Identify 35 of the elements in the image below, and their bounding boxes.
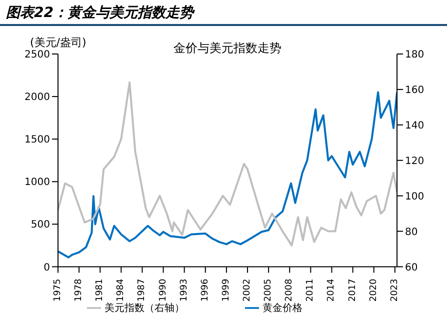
x-tick-label: 2008 xyxy=(284,278,295,302)
legend-label: 黄金价格 xyxy=(262,302,302,314)
x-tick-label: 2005 xyxy=(264,278,274,302)
chart-subtitle: 金价与美元指数走势 xyxy=(174,41,282,55)
x-tick-label: 1999 xyxy=(221,278,232,302)
x-tick-label: 1990 xyxy=(158,278,168,302)
y-tick-label: 500 xyxy=(30,220,50,231)
x-tick-label: 1996 xyxy=(200,278,210,302)
legend-label: 美元指数（右轴） xyxy=(104,302,184,314)
y2-tick-label: 60 xyxy=(405,262,418,274)
y2-tick-label: 120 xyxy=(405,156,424,167)
y-tick-label: 0 xyxy=(44,262,50,274)
x-tick-label: 1993 xyxy=(179,278,190,302)
chart-title: 图表22：黄金与美元指数走势 xyxy=(6,4,194,22)
y-tick-label: 1000 xyxy=(24,177,50,188)
y-tick-label: 2500 xyxy=(24,50,50,61)
x-tick-label: 2017 xyxy=(348,278,358,302)
x-tick-label: 1981 xyxy=(95,278,106,302)
y2-tick-label: 140 xyxy=(405,120,424,132)
x-tick-label: 1984 xyxy=(116,278,126,302)
x-tick-label: 1987 xyxy=(137,278,148,302)
x-tick-label: 2020 xyxy=(368,278,379,302)
x-tick-label: 2014 xyxy=(326,278,337,302)
x-tick-label: 1978 xyxy=(74,278,84,302)
y-axis-title: (美元/盎司) xyxy=(30,35,86,50)
x-tick-label: 2002 xyxy=(242,278,253,302)
x-tick-label: 2023 xyxy=(390,278,400,302)
y2-tick-label: 80 xyxy=(405,226,418,238)
x-tick-label: 2011 xyxy=(306,278,316,302)
y-tick-label: 2000 xyxy=(24,92,50,104)
y2-tick-label: 100 xyxy=(405,191,424,202)
y-tick-label: 1500 xyxy=(24,134,50,146)
y2-tick-label: 160 xyxy=(405,85,424,96)
y2-tick-label: 180 xyxy=(405,50,424,61)
x-tick-label: 1975 xyxy=(53,278,63,302)
